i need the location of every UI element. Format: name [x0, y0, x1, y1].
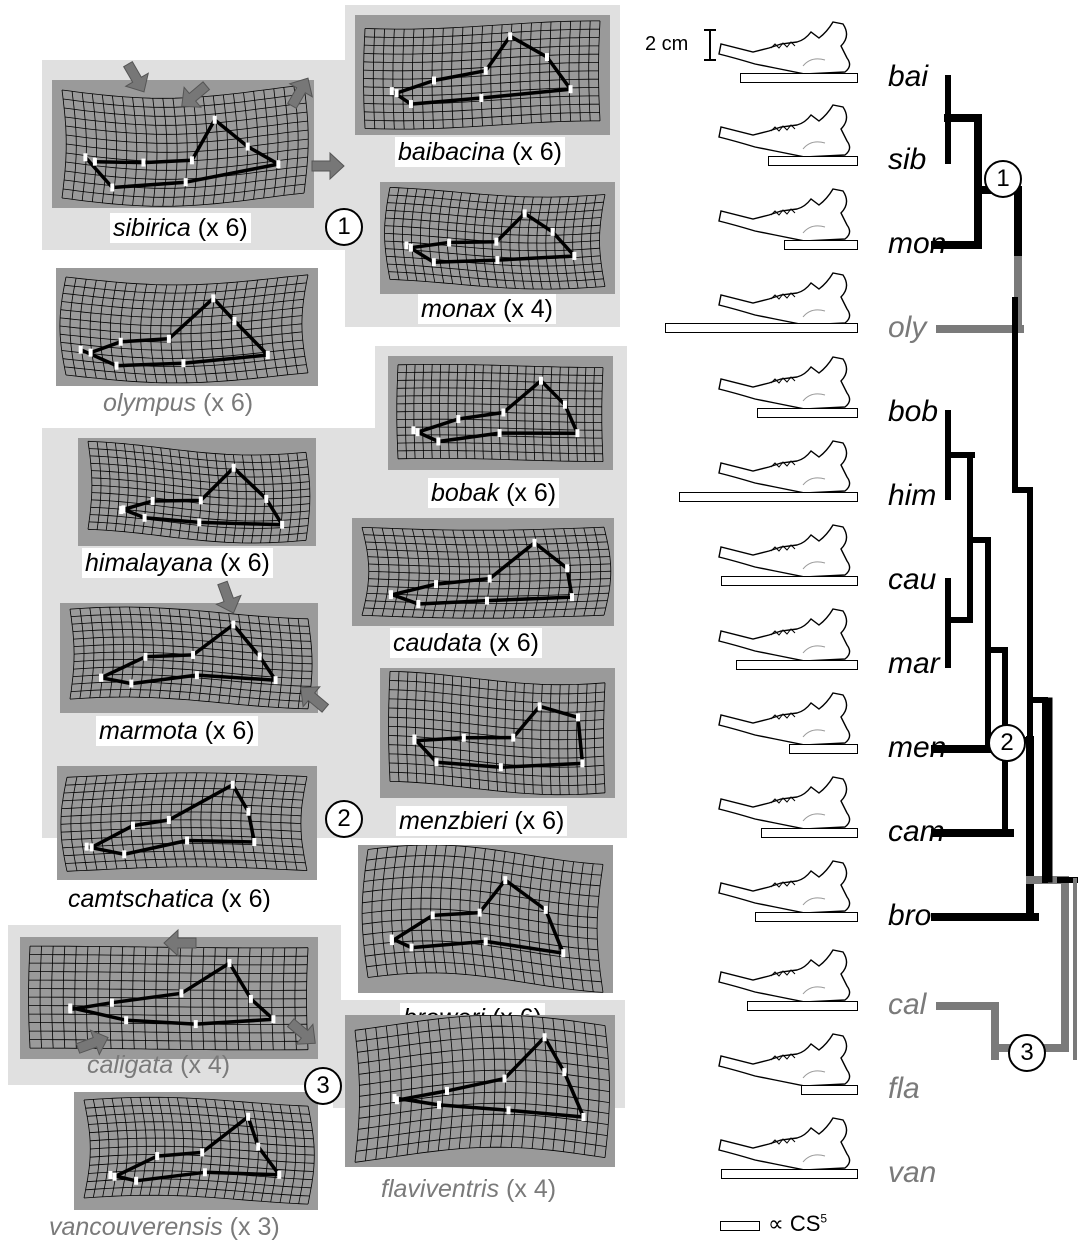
label-himalayana: himalayana (x 6): [82, 548, 273, 578]
centroid-size-bar: [784, 240, 858, 250]
grid-panel-marmota: [60, 603, 318, 713]
tip-label-cau: cau: [888, 563, 937, 596]
tip-label-bai: bai: [888, 60, 929, 93]
displacement-arrow-icon: [286, 1018, 316, 1045]
centroid-size-bar: [740, 73, 858, 83]
tree-node-2: 2: [988, 724, 1026, 762]
clade-marker-3: 3: [304, 1067, 342, 1105]
centroid-size-bar: [736, 660, 858, 670]
tip-label-mon: mon: [888, 227, 947, 260]
label-monax: monax (x 4): [418, 294, 556, 324]
grid-panel-vancouverensis: [74, 1092, 318, 1210]
scale-label: 2 cm: [645, 33, 689, 55]
displacement-arrow-icon: [215, 580, 242, 614]
mandible-outline: [718, 104, 851, 158]
label-marmota: marmota (x 6): [96, 716, 258, 746]
label-olympus: olympus (x 6): [103, 389, 254, 417]
mandible-outline: [718, 1117, 851, 1171]
clade-marker-1: 1: [325, 208, 363, 246]
grid-panel-olympus: [56, 268, 318, 386]
mandible-outline: [718, 860, 851, 914]
centroid-size-bar: [721, 576, 858, 586]
grid-panel-flaviventris: [345, 1015, 615, 1167]
centroid-size-bar: [789, 744, 858, 754]
mandible-outline: [718, 21, 851, 75]
tip-label-bro: bro: [888, 899, 932, 932]
grid-panel-bobak: [388, 356, 613, 470]
label-baibacina: baibacina (x 6): [395, 137, 565, 167]
grid-panel-monax: [380, 182, 615, 294]
centroid-size-bar: [665, 323, 858, 333]
displacement-arrow-icon: [286, 77, 314, 110]
mandible-outline: [718, 776, 851, 830]
label-bobak: bobak (x 6): [428, 478, 560, 508]
centroid-size-bar: [679, 492, 858, 502]
tree-node-1: 1: [984, 160, 1022, 198]
centroid-size-bar: [721, 1169, 858, 1179]
centroid-size-bar: [801, 1085, 858, 1095]
centroid-size-bar: [757, 408, 858, 418]
mandible-outline: [718, 692, 851, 746]
centroid-size-bar: [768, 156, 858, 166]
label-camtschatica: camtschatica (x 6): [65, 884, 274, 914]
mandible-outline: [718, 949, 851, 1003]
label-flaviventris: flaviventris (x 4): [381, 1175, 557, 1203]
centroid-size-bar: [747, 1001, 858, 1011]
tip-label-oly: oly: [888, 311, 927, 344]
tip-label-mar: mar: [888, 647, 940, 680]
mandible-outline: [718, 1033, 851, 1087]
tip-label-him: him: [888, 479, 937, 512]
displacement-arrow-icon: [75, 1029, 109, 1056]
label-sibirica: sibirica (x 6): [110, 213, 251, 243]
mandible-outline: [718, 524, 851, 578]
label-caligata: caligata (x 4): [87, 1051, 231, 1079]
clade-marker-2: 2: [325, 800, 363, 838]
centroid-size-bar: [755, 912, 858, 922]
grid-panel-broweri: [358, 845, 613, 993]
tip-label-fla: fla: [888, 1072, 920, 1105]
mandible-outline: [718, 356, 851, 410]
grid-panel-caudata: [352, 518, 614, 626]
tip-label-men: men: [888, 731, 947, 764]
cs-legend-box: [720, 1221, 760, 1231]
centroid-size-bar: [761, 828, 858, 838]
displacement-arrow-icon: [181, 81, 211, 108]
displacement-arrow-icon: [163, 928, 197, 958]
grid-panel-baibacina: [355, 15, 610, 135]
grid-panel-himalayana: [78, 438, 316, 546]
displacement-arrow-icon: [300, 686, 330, 713]
mandible-outline: [718, 188, 851, 242]
grid-panel-menzbieri: [380, 668, 615, 798]
label-menzbieri: menzbieri (x 6): [396, 806, 568, 836]
tree-node-3: 3: [1008, 1034, 1046, 1072]
grid-panel-camtschatica: [57, 766, 317, 880]
tip-label-bob: bob: [888, 395, 939, 428]
grid-panel-caligata: [20, 937, 318, 1059]
mandible-outline: [718, 608, 851, 662]
tip-label-van: van: [888, 1156, 937, 1189]
displacement-arrow-icon: [311, 151, 345, 181]
scale-bar-icon: [704, 29, 716, 61]
tip-label-cam: cam: [888, 815, 945, 848]
cs-legend-label: ∝ CS5: [768, 1211, 828, 1236]
grid-panel-sibirica: [52, 80, 314, 208]
mandible-outline: [718, 440, 851, 494]
displacement-arrow-icon: [122, 60, 150, 93]
tip-label-sib: sib: [888, 143, 927, 176]
tip-label-cal: cal: [888, 988, 927, 1021]
label-caudata: caudata (x 6): [390, 628, 542, 658]
label-vancouverensis: vancouverensis (x 3): [49, 1213, 280, 1241]
